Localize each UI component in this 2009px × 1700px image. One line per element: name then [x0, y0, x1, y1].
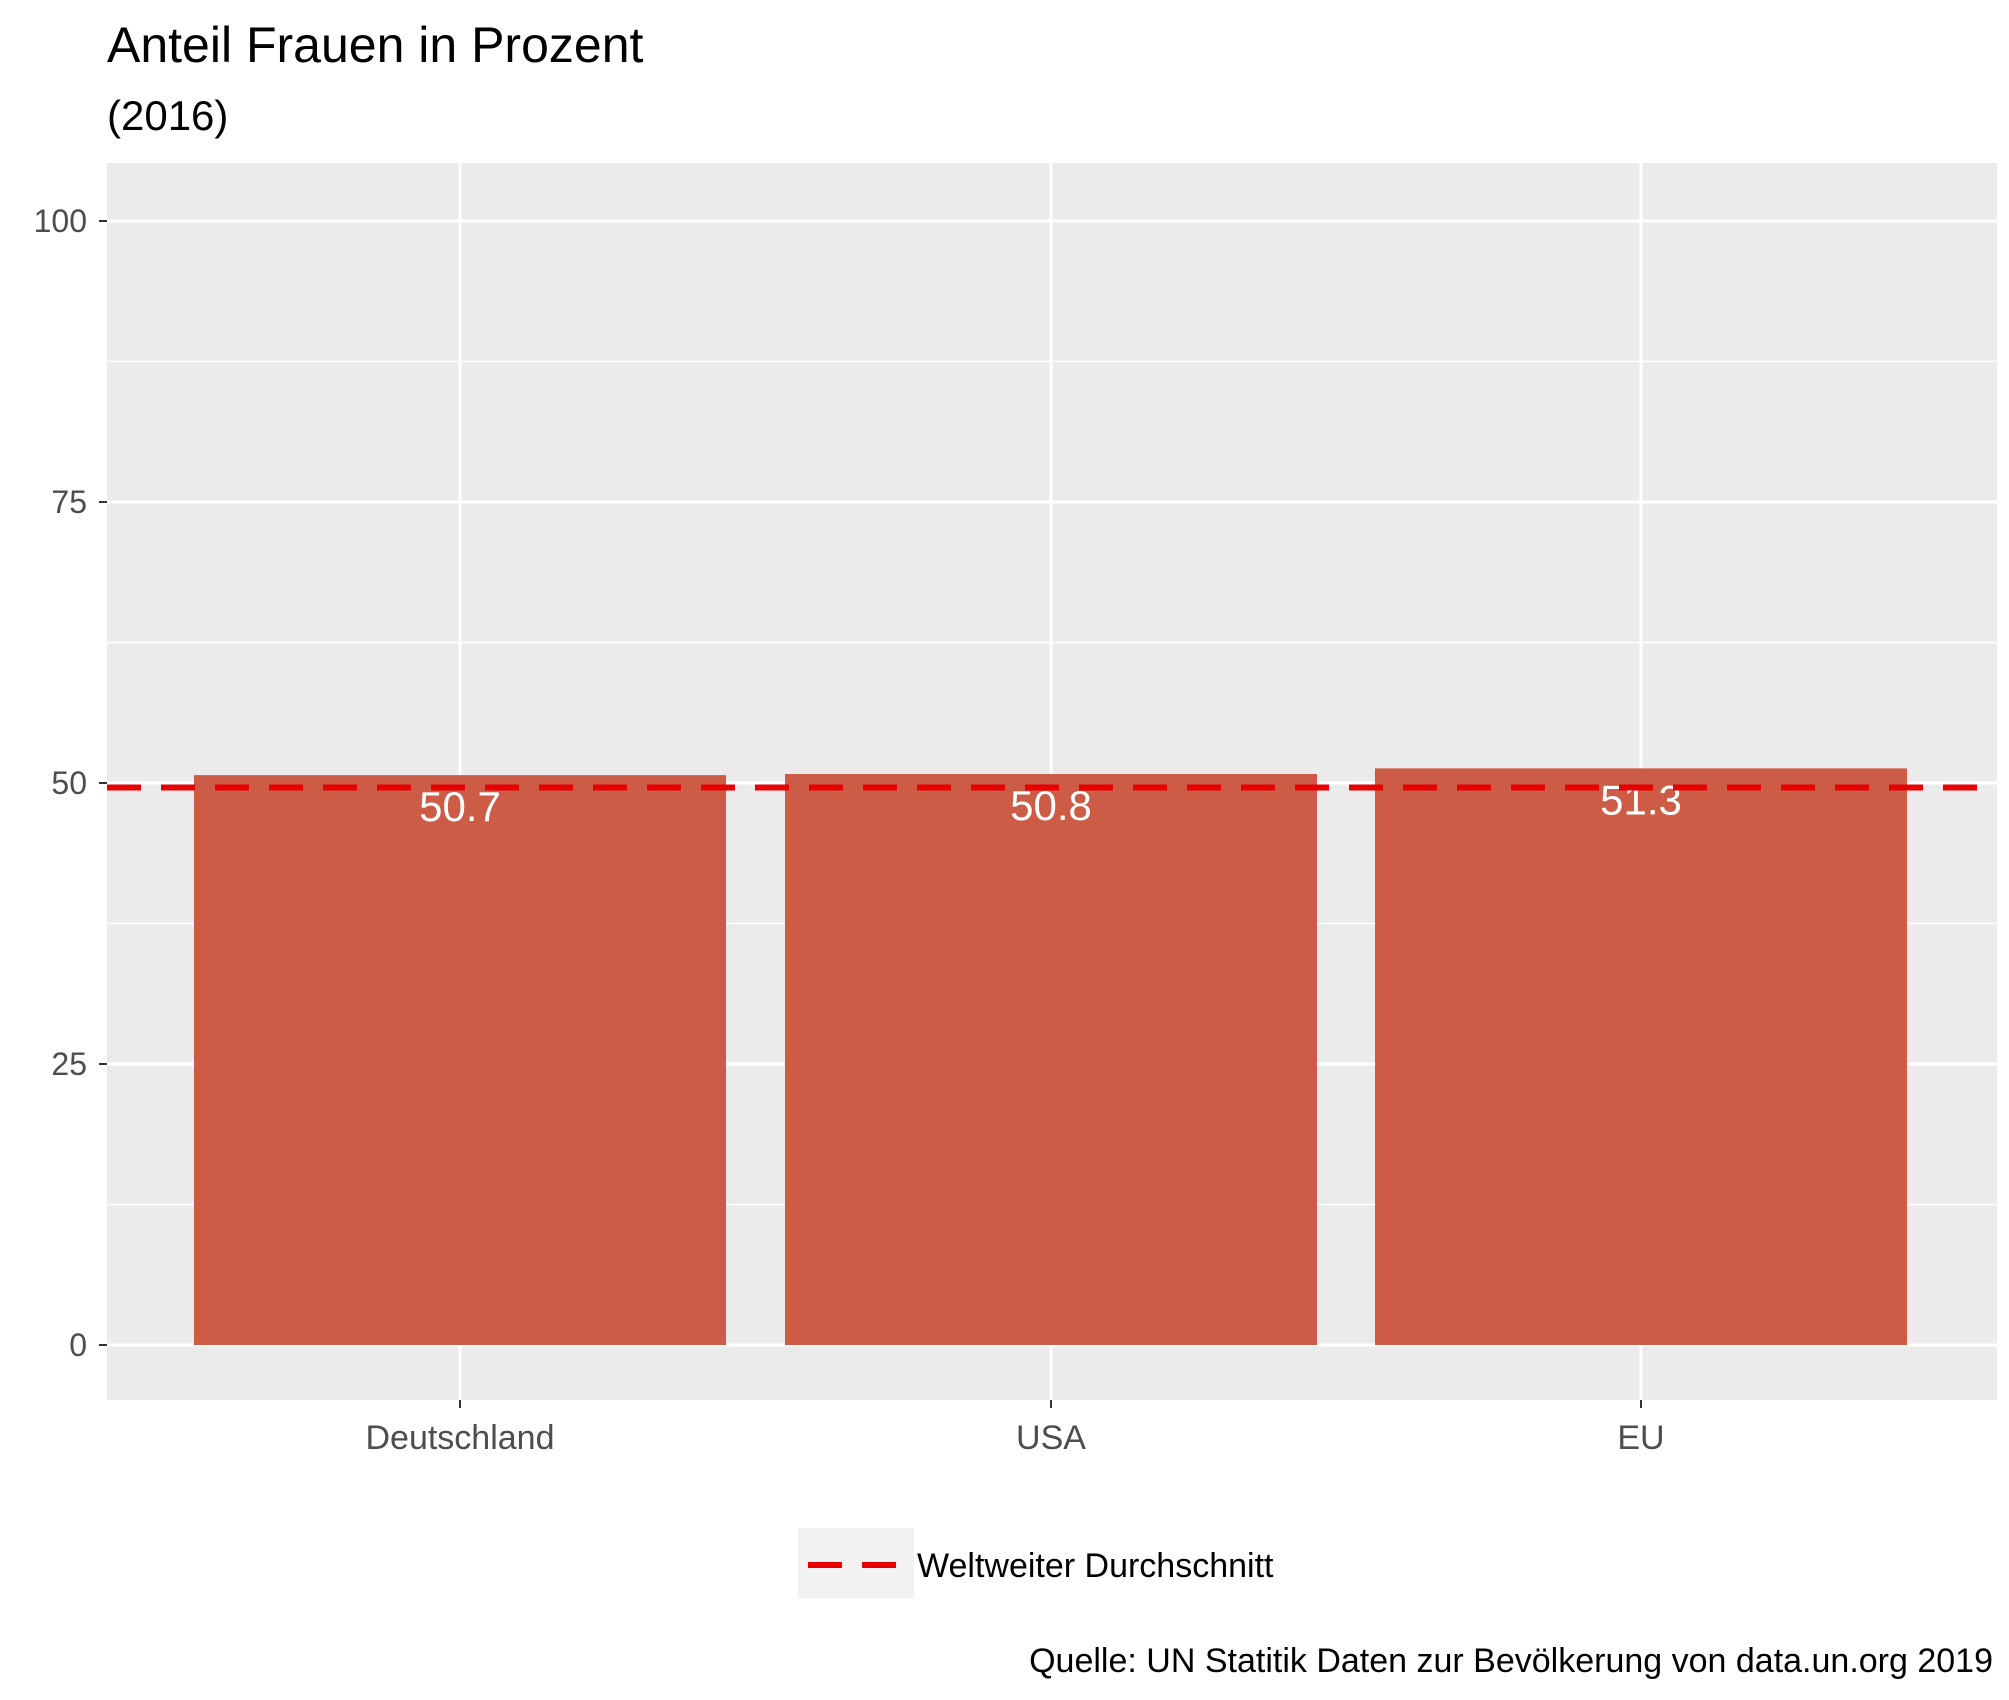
legend: Weltweiter Durchschnitt [798, 1528, 1274, 1598]
x-tick-label: USA [1016, 1419, 1086, 1457]
legend-label: Weltweiter Durchschnitt [917, 1547, 1274, 1585]
y-tick-label: 50 [51, 765, 87, 801]
bar-value-label: 50.7 [419, 783, 501, 830]
y-axis-ticks: 0 25 50 75 100 [34, 203, 107, 1363]
y-tick-label: 25 [51, 1046, 87, 1082]
chart-caption: Quelle: UN Statitik Daten zur Bevölkerun… [1029, 1642, 1993, 1680]
bar-value-label: 51.3 [1600, 776, 1682, 823]
chart-subtitle: (2016) [107, 92, 228, 139]
y-tick-label: 0 [69, 1327, 87, 1363]
x-axis-ticks: Deutschland USA EU [365, 1400, 1665, 1457]
x-tick-label: Deutschland [365, 1419, 554, 1457]
x-tick-label: EU [1617, 1419, 1664, 1457]
bar-labels: 50.7 50.8 51.3 [419, 776, 1682, 830]
chart-title: Anteil Frauen in Prozent [107, 17, 644, 73]
bar-eu [1375, 768, 1907, 1345]
bars [194, 768, 1907, 1345]
y-tick-label: 75 [51, 484, 87, 520]
bar-deutschland [194, 775, 726, 1345]
y-tick-label: 100 [34, 203, 87, 239]
bar-usa [785, 774, 1317, 1345]
